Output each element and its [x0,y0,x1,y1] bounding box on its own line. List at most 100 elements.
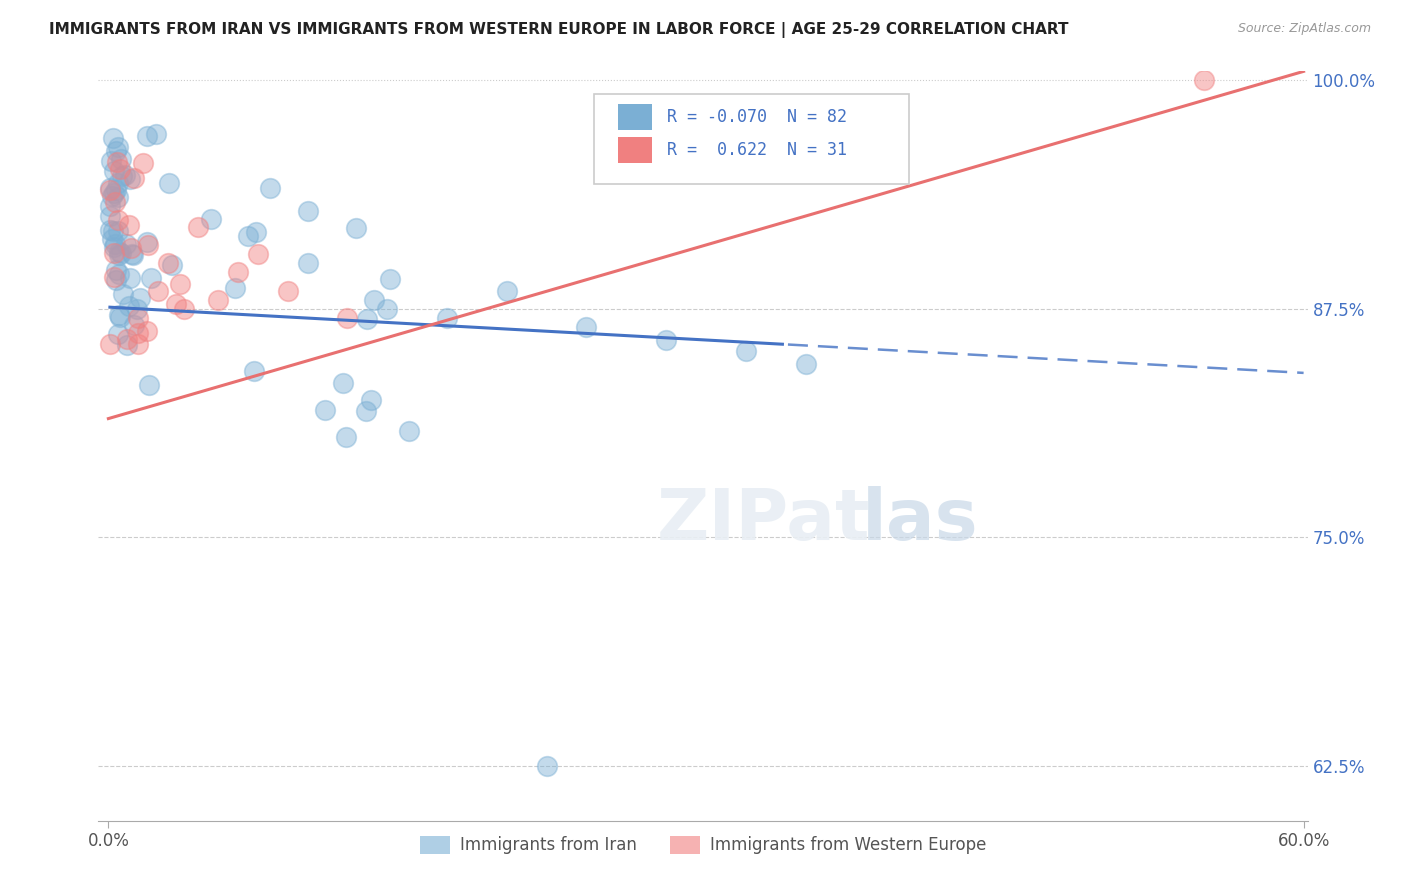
Point [335,430,357,444]
Point [104,263,127,277]
Point [245,225,267,239]
Text: Source: ZipAtlas.com: Source: ZipAtlas.com [1237,22,1371,36]
Point [243,364,266,378]
Point [122,170,145,185]
FancyBboxPatch shape [595,94,908,184]
Point [127,326,149,340]
Point [332,376,354,390]
Point [108,244,131,259]
Point [121,247,143,261]
Text: ZIPat: ZIPat [657,486,870,556]
Point [145,127,167,141]
Point [100,153,122,168]
Point [344,220,367,235]
Point [259,181,281,195]
Point [246,247,269,261]
Point [107,268,129,282]
Point [118,218,141,232]
Point [360,392,382,407]
Point [224,281,246,295]
Point [103,186,125,200]
Point [111,287,134,301]
Text: IMMIGRANTS FROM IRAN VS IMMIGRANTS FROM WESTERN EUROPE IN LABOR FORCE | AGE 25-2: IMMIGRANTS FROM IRAN VS IMMIGRANTS FROM … [49,22,1069,38]
Point [107,326,129,341]
Point [169,277,191,292]
Point [139,270,162,285]
FancyBboxPatch shape [619,136,652,162]
Point [127,302,149,317]
Point [297,256,319,270]
Point [104,195,127,210]
Point [794,357,817,371]
Point [297,204,319,219]
Point [398,424,420,438]
Point [105,183,128,197]
Point [100,209,122,223]
Point [110,153,132,167]
Point [436,311,458,326]
Point [114,168,136,182]
Point [100,199,122,213]
Point [104,237,127,252]
Point [226,265,249,279]
Point [115,338,138,352]
Point [375,301,398,316]
Point [105,155,128,169]
Point [108,310,131,324]
Point [536,759,558,773]
Point [148,284,170,298]
Point [115,332,138,346]
Point [127,311,149,326]
Point [108,309,131,323]
Point [100,180,122,194]
Point [103,224,125,238]
Point [135,128,157,143]
Point [162,258,184,272]
Point [120,270,142,285]
Point [118,299,141,313]
Point [378,272,401,286]
Text: R =  0.622  N = 31: R = 0.622 N = 31 [666,141,846,159]
Point [734,343,756,358]
Text: las: las [862,486,979,556]
Point [110,162,132,177]
Point [111,169,134,183]
Point [129,291,152,305]
Point [107,139,129,153]
Point [165,296,187,310]
Point [120,241,142,255]
Point [124,318,146,333]
Point [107,212,129,227]
Point [100,182,122,196]
Point [356,404,378,418]
Point [101,188,124,202]
Point [107,176,129,190]
Text: R = -0.070  N = 82: R = -0.070 N = 82 [666,108,846,126]
Legend: Immigrants from Iran, Immigrants from Western Europe: Immigrants from Iran, Immigrants from We… [413,829,993,861]
Point [655,333,678,347]
Point [314,402,336,417]
Point [363,293,385,307]
Point [120,171,142,186]
Point [100,223,122,237]
Point [207,293,229,307]
Point [236,228,259,243]
Point [107,190,129,204]
Point [356,312,378,326]
Point [110,245,132,260]
Point [115,236,138,251]
Point [104,272,127,286]
Point [103,246,125,260]
Point [103,240,125,254]
Point [101,131,124,145]
Point [101,232,124,246]
Point [173,301,195,316]
Point [136,238,159,252]
Point [108,247,131,261]
Point [103,269,125,284]
Point [200,211,222,226]
Point [138,377,160,392]
Point [277,284,299,298]
Point [136,324,159,338]
Point [1192,73,1215,87]
